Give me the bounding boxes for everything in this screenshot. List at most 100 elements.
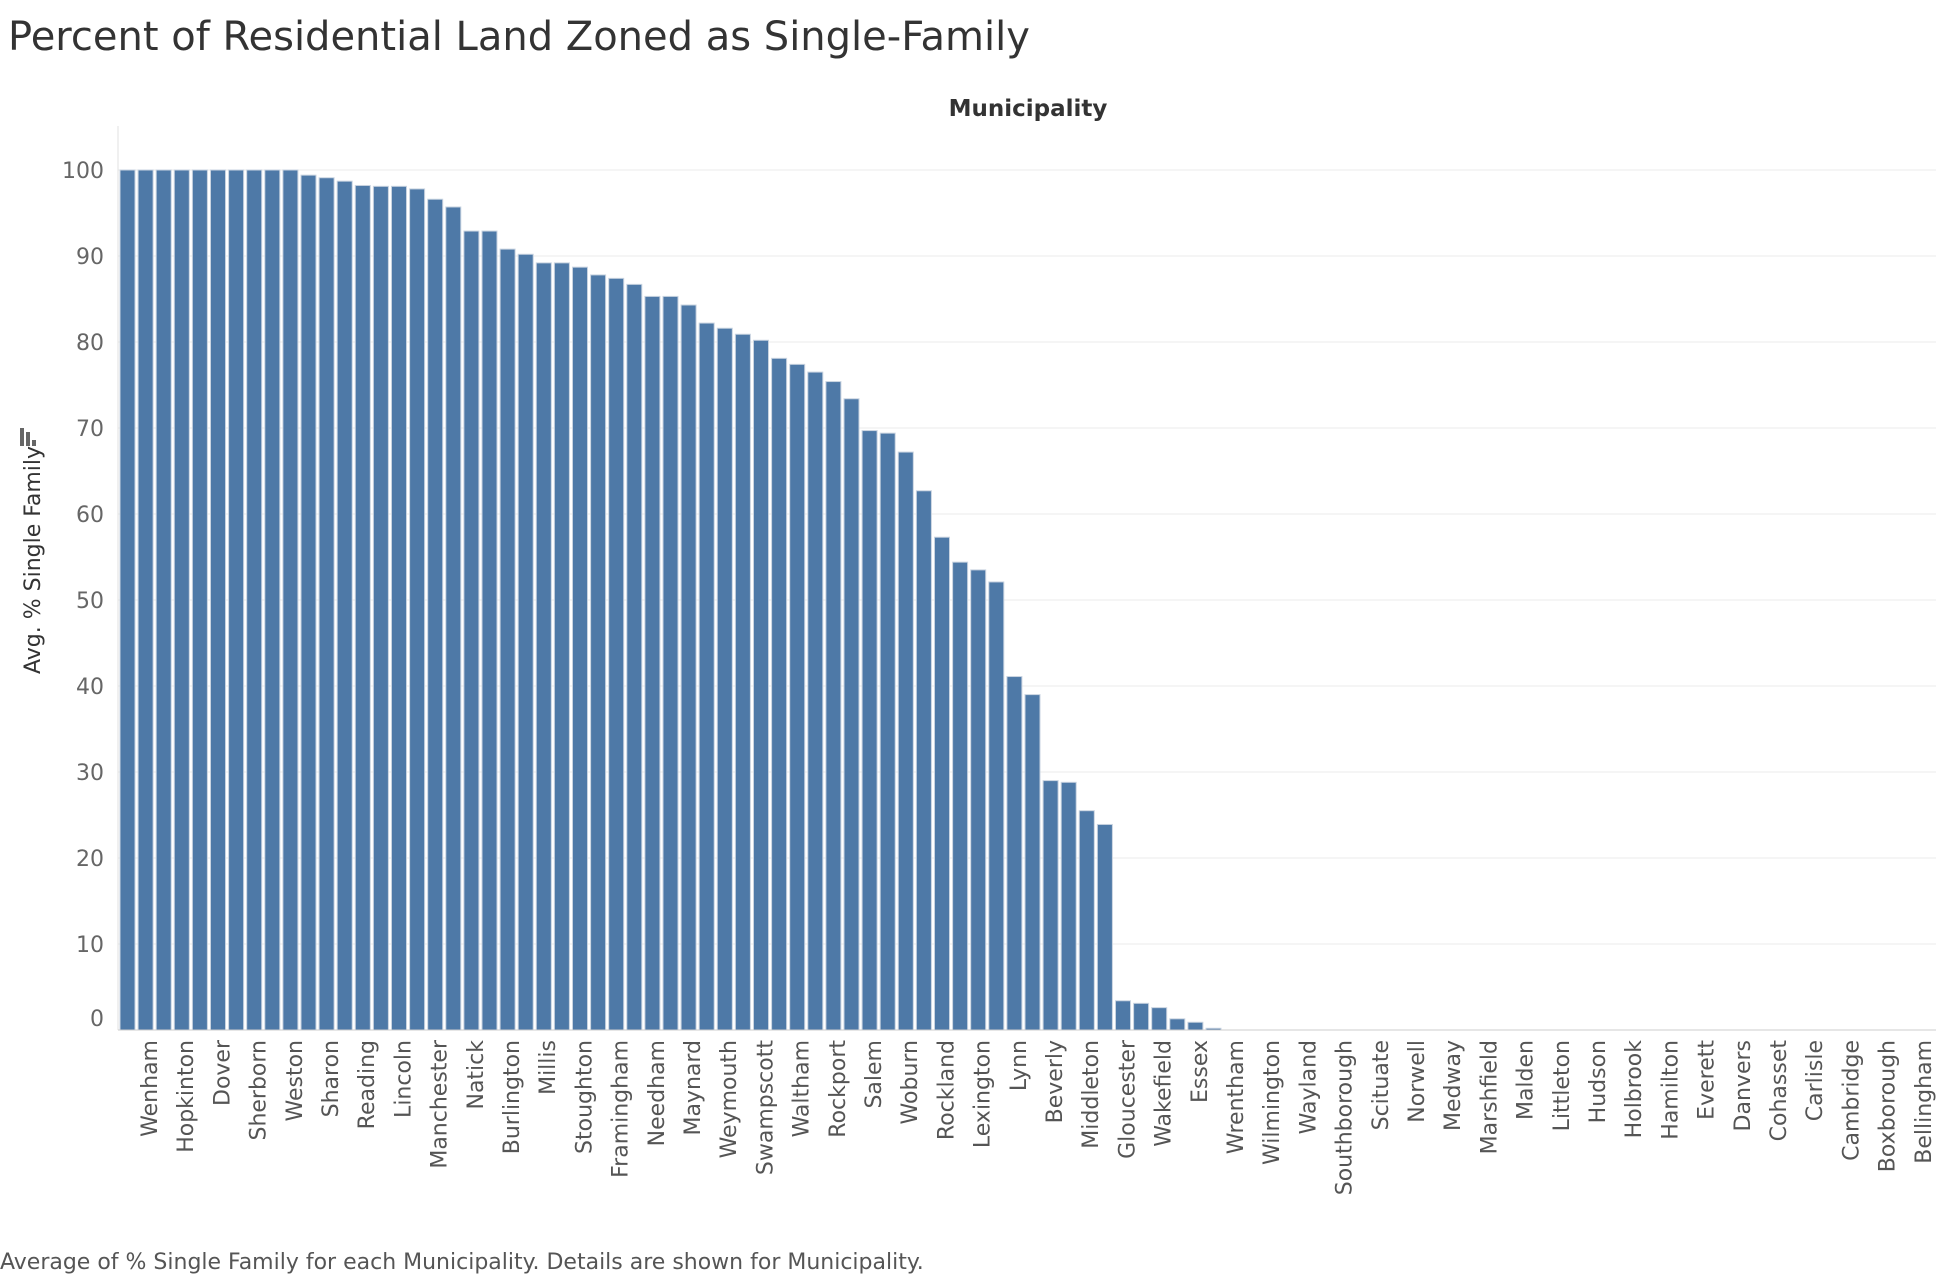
y-tick-label: 90 xyxy=(76,245,104,270)
x-tick-label: Stoughton xyxy=(572,1040,597,1154)
bar[interactable] xyxy=(952,561,969,1031)
bar[interactable] xyxy=(1115,1000,1131,1031)
bar[interactable] xyxy=(1187,1021,1204,1031)
chart-title: Percent of Residential Land Zoned as Sin… xyxy=(8,14,1030,60)
x-tick-label: Essex xyxy=(1188,1040,1213,1103)
x-tick-label: Scituate xyxy=(1369,1040,1394,1130)
bar[interactable] xyxy=(264,169,281,1031)
bar[interactable] xyxy=(191,169,208,1031)
x-tick-label: Norwell xyxy=(1405,1040,1430,1123)
bar[interactable] xyxy=(1096,823,1113,1031)
x-tick-label: Wakefield xyxy=(1152,1040,1177,1147)
bar[interactable] xyxy=(282,169,299,1031)
bar[interactable] xyxy=(499,248,516,1031)
bar[interactable] xyxy=(608,277,625,1031)
bar[interactable] xyxy=(626,283,643,1031)
x-tick-label: Maynard xyxy=(681,1040,706,1136)
bar[interactable] xyxy=(481,230,498,1031)
bar[interactable] xyxy=(427,198,444,1031)
x-tick-label: Malden xyxy=(1514,1040,1539,1120)
x-tick-label: Burlington xyxy=(500,1040,525,1154)
x-tick-label: Lexington xyxy=(971,1040,996,1148)
bar[interactable] xyxy=(137,169,154,1031)
x-tick-label: Middleton xyxy=(1079,1040,1104,1149)
bar[interactable] xyxy=(445,206,462,1031)
x-tick-label: Woburn xyxy=(898,1040,923,1124)
bar[interactable] xyxy=(354,184,371,1031)
bar[interactable] xyxy=(771,357,788,1031)
bar[interactable] xyxy=(662,295,679,1031)
bar[interactable] xyxy=(861,430,878,1031)
bar[interactable] xyxy=(680,304,697,1031)
bar[interactable] xyxy=(572,266,588,1031)
bar[interactable] xyxy=(409,188,426,1031)
bar[interactable] xyxy=(698,322,715,1031)
x-tick-label: Cohasset xyxy=(1767,1040,1792,1142)
bar[interactable] xyxy=(988,581,1005,1031)
bar[interactable] xyxy=(535,262,552,1031)
bar[interactable] xyxy=(753,339,769,1031)
bar[interactable] xyxy=(644,295,661,1031)
bar[interactable] xyxy=(1133,1002,1150,1031)
bar[interactable] xyxy=(1006,676,1023,1031)
bar[interactable] xyxy=(915,490,932,1031)
x-tick-label: Bellingham xyxy=(1912,1040,1936,1164)
bar[interactable] xyxy=(155,169,172,1031)
bar[interactable] xyxy=(119,169,136,1031)
x-tick-label: Littleton xyxy=(1550,1040,1575,1131)
x-tick-label: Natick xyxy=(464,1040,489,1110)
y-tick-label: 10 xyxy=(76,933,104,958)
bar[interactable] xyxy=(517,253,534,1031)
bar[interactable] xyxy=(1042,780,1059,1031)
bar[interactable] xyxy=(825,381,842,1031)
bar[interactable] xyxy=(843,398,860,1031)
bar[interactable] xyxy=(734,333,751,1031)
x-tick-label: Hopkinton xyxy=(174,1040,199,1153)
bar[interactable] xyxy=(970,569,987,1031)
x-tick-label: Millis xyxy=(536,1040,561,1095)
bar[interactable] xyxy=(1024,694,1041,1031)
y-tick-label: 80 xyxy=(76,331,104,356)
bar[interactable] xyxy=(210,169,226,1031)
x-tick-label: Lincoln xyxy=(391,1040,416,1118)
bar[interactable] xyxy=(246,169,263,1031)
x-tick-label: Swampscott xyxy=(753,1040,778,1175)
bar[interactable] xyxy=(934,536,950,1031)
y-tick-label: 100 xyxy=(62,159,104,184)
chart-caption: Average of % Single Family for each Muni… xyxy=(0,1250,924,1275)
bar[interactable] xyxy=(372,185,389,1031)
bar[interactable] xyxy=(1060,781,1077,1031)
x-tick-label: Marshfield xyxy=(1477,1040,1502,1154)
bar[interactable] xyxy=(807,371,824,1031)
x-tick-label: Medway xyxy=(1441,1040,1466,1131)
bar[interactable] xyxy=(300,174,317,1031)
y-tick-label: 30 xyxy=(76,761,104,786)
sort-icon[interactable] xyxy=(20,428,36,446)
x-tick-label: Southborough xyxy=(1333,1040,1358,1195)
x-tick-label: Hudson xyxy=(1586,1040,1611,1123)
x-tick-label: Sherborn xyxy=(247,1040,272,1141)
y-tick-label: 50 xyxy=(76,589,104,614)
bar[interactable] xyxy=(173,169,190,1031)
bar[interactable] xyxy=(391,185,407,1031)
y-tick-label: 40 xyxy=(76,675,104,700)
bar[interactable] xyxy=(789,363,806,1031)
x-tick-label: Dover xyxy=(210,1039,235,1106)
bar[interactable] xyxy=(553,262,570,1031)
x-tick-label: Hamilton xyxy=(1658,1040,1683,1140)
bar[interactable] xyxy=(1169,1018,1186,1031)
x-tick-label: Wrentham xyxy=(1224,1040,1249,1154)
bar[interactable] xyxy=(228,169,245,1031)
bar[interactable] xyxy=(336,180,353,1031)
bar[interactable] xyxy=(879,432,896,1031)
x-tick-label: Cambridge xyxy=(1839,1040,1864,1161)
y-tick-label: 60 xyxy=(76,503,104,528)
bar[interactable] xyxy=(1151,1007,1168,1031)
y-tick-labels: 0 10 20 30 40 50 60 70 80 90 100 xyxy=(62,159,104,1032)
bar[interactable] xyxy=(463,230,480,1031)
bar[interactable] xyxy=(716,327,733,1031)
bar[interactable] xyxy=(1078,810,1095,1031)
bar[interactable] xyxy=(318,177,335,1031)
bar[interactable] xyxy=(897,451,914,1031)
bar[interactable] xyxy=(590,274,607,1031)
